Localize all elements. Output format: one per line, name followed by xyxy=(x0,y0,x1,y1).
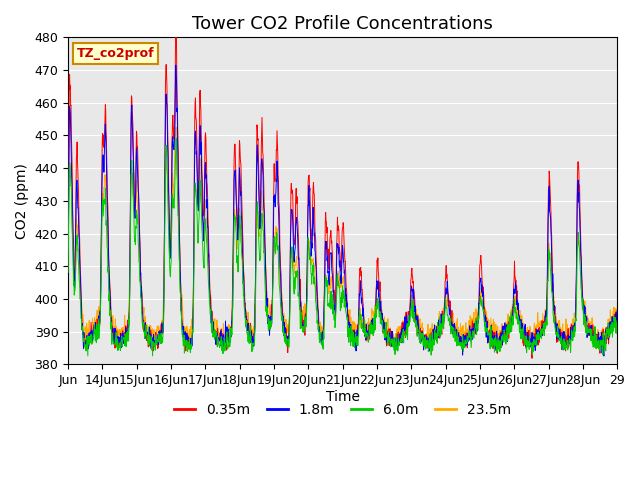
Text: TZ_co2prof: TZ_co2prof xyxy=(76,47,154,60)
Title: Tower CO2 Profile Concentrations: Tower CO2 Profile Concentrations xyxy=(192,15,493,33)
Legend: 0.35m, 1.8m, 6.0m, 23.5m: 0.35m, 1.8m, 6.0m, 23.5m xyxy=(168,398,516,423)
X-axis label: Time: Time xyxy=(326,390,360,404)
Y-axis label: CO2 (ppm): CO2 (ppm) xyxy=(15,163,29,239)
